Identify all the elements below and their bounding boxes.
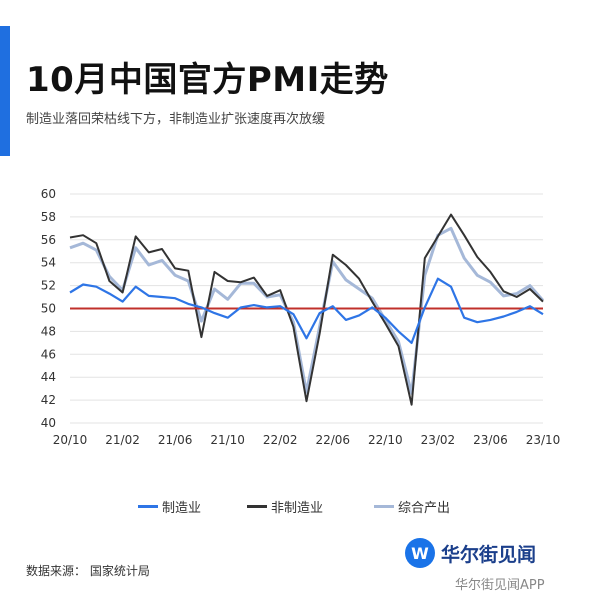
x-tick-label-20-10: 20/10 [53, 433, 88, 447]
legend-label-composite: 综合产出 [398, 501, 451, 516]
pmi-line-chart: 40 42 44 46 48 50 52 54 56 58 60 20/10 21/02 21/06 21/… [41, 187, 561, 447]
legend-swatch-manufacturing [138, 505, 158, 508]
x-tick-label-22-02: 22/02 [263, 433, 298, 447]
y-tick-label-48: 48 [41, 324, 56, 338]
data-source: 数据来源： 国家统计局 [26, 564, 150, 578]
y-tick-label-40: 40 [41, 416, 56, 430]
x-tick-label-23-10: 23/10 [526, 433, 561, 447]
series-line-non-manufacturing [69, 213, 544, 406]
y-tick-label-46: 46 [41, 347, 56, 361]
chart-legend: 制造业 非制造业 综合产出 [0, 497, 600, 516]
legend-label-manufacturing: 制造业 [162, 501, 202, 516]
y-tick-label-44: 44 [41, 370, 56, 384]
y-tick-label-50: 50 [41, 302, 56, 316]
legend-swatch-composite [374, 505, 394, 508]
brand-logo-icon: W [405, 538, 435, 568]
x-tick-label-21-06: 21/06 [158, 433, 193, 447]
y-tick-label-54: 54 [41, 256, 56, 270]
accent-bar [0, 26, 10, 156]
y-tick-label-58: 58 [41, 210, 56, 224]
legend-label-non-manufacturing: 非制造业 [271, 501, 324, 516]
x-tick-label-21-02: 21/02 [105, 433, 140, 447]
x-tick-label-23-02: 23/02 [421, 433, 456, 447]
x-tick-label-23-06: 23/06 [473, 433, 508, 447]
page-title: 10月中国官方PMI走势 [26, 60, 389, 100]
legend-item-non-manufacturing: 非制造业 [247, 497, 323, 516]
brand-name: 华尔街见闻 [441, 543, 537, 566]
series-line-composite [69, 226, 545, 395]
y-tick-label-52: 52 [41, 279, 56, 293]
y-tick-label-56: 56 [41, 233, 56, 247]
x-tick-label-21-10: 21/10 [210, 433, 245, 447]
y-tick-label-60: 60 [41, 187, 56, 201]
x-tick-label-22-10: 22/10 [368, 433, 403, 447]
legend-item-manufacturing: 制造业 [138, 497, 201, 516]
legend-swatch-non-manufacturing [247, 505, 267, 508]
y-tick-label-42: 42 [41, 393, 56, 407]
series-line-manufacturing [69, 277, 544, 344]
watermark: 华尔街见闻APP [455, 578, 545, 593]
x-tick-label-22-06: 22/06 [315, 433, 350, 447]
legend-item-composite: 综合产出 [374, 497, 450, 516]
page-subtitle: 制造业落回荣枯线下方，非制造业扩张速度再次放缓 [26, 112, 326, 127]
brand-block: W 华尔街见闻 [405, 538, 536, 568]
